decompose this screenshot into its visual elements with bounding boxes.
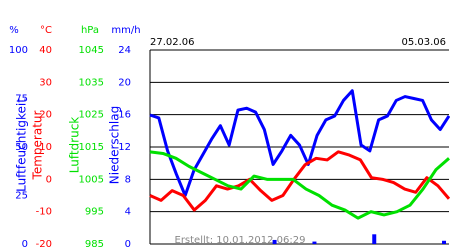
y-tick-label: -10 (36, 207, 52, 218)
y-tick-label: 12 (118, 142, 131, 153)
y-tick-label: 30 (39, 77, 52, 88)
y-tick-label: 20 (118, 77, 131, 88)
y-tick-label: 24 (118, 45, 131, 56)
y-tick-label: 0 (125, 239, 131, 250)
y-tick-label: 25 (15, 191, 28, 202)
bar (272, 239, 277, 244)
data-line (149, 150, 450, 212)
axis-label: Luftdruck (68, 117, 82, 174)
y-tick-label: 0 (22, 239, 28, 250)
y-tick-label: 1005 (79, 174, 104, 185)
y-tick-label: 985 (85, 239, 104, 250)
x-label: 05.03.06 (401, 37, 446, 48)
y-tick-label: 1015 (79, 142, 104, 153)
y-tick-label: 50 (15, 142, 28, 153)
bar (312, 241, 317, 244)
axis-label: Luftfeuchtigkeit (15, 98, 29, 192)
y-tick-label: 40 (39, 45, 52, 56)
axis-unit: % (9, 25, 19, 36)
y-tick-label: 20 (39, 110, 52, 121)
bar (372, 234, 377, 244)
y-tick-label: 75 (15, 94, 28, 105)
data-line (149, 89, 450, 197)
y-tick-label: 8 (125, 174, 131, 185)
axis-label: Temperatur (31, 110, 45, 180)
y-tick-label: 16 (118, 110, 131, 121)
x-label: 27.02.06 (150, 37, 195, 48)
y-tick-label: -20 (36, 239, 52, 250)
y-tick-label: 0 (46, 174, 52, 185)
y-tick-label: 100 (9, 45, 28, 56)
y-tick-label: 1025 (79, 110, 104, 121)
data-line (149, 150, 450, 220)
y-tick-label: 1045 (79, 45, 104, 56)
axis-label: Niederschlag (108, 106, 122, 184)
y-tick-label: 995 (85, 207, 104, 218)
y-tick-label: 4 (125, 207, 131, 218)
axis-unit: °C (40, 25, 52, 36)
y-tick-label: 10 (39, 142, 52, 153)
footer: Erstellt: 10.01.2012 06:29 (175, 235, 306, 246)
axis-unit: mm/h (111, 25, 140, 36)
axis-unit: hPa (81, 25, 99, 36)
bar (442, 240, 447, 244)
y-tick-label: 1035 (79, 77, 104, 88)
